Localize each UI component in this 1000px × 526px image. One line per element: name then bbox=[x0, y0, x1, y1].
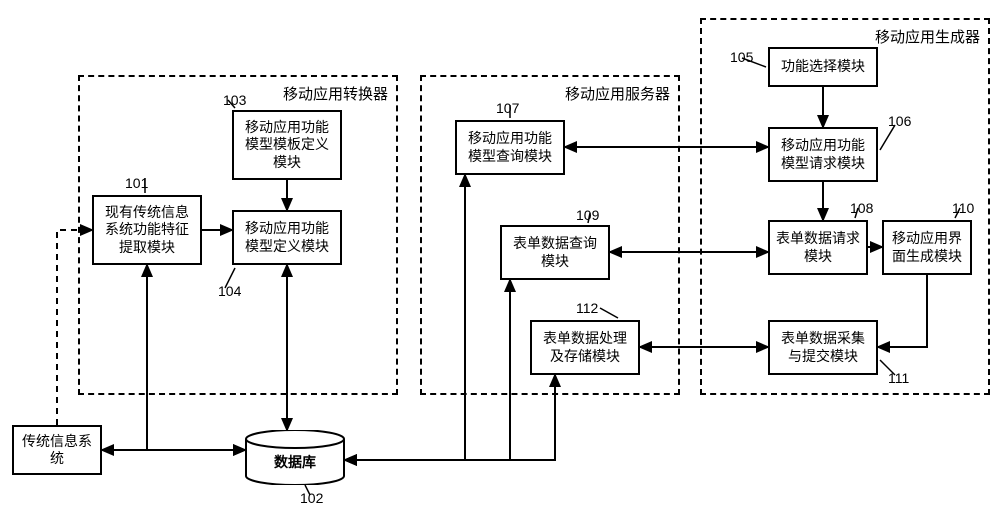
node-label-n106: 移动应用功能模型请求模块 bbox=[781, 137, 865, 172]
node-n108: 表单数据请求模块 bbox=[768, 220, 868, 275]
node-number-n101: 101 bbox=[125, 175, 148, 191]
node-label-legacy: 传统信息系统 bbox=[22, 433, 92, 468]
group-label-converter: 移动应用转换器 bbox=[283, 83, 388, 104]
node-label-n108: 表单数据请求模块 bbox=[776, 230, 860, 265]
node-n109: 表单数据查询模块 bbox=[500, 225, 610, 280]
node-number-n103: 103 bbox=[223, 92, 246, 108]
node-n106: 移动应用功能模型请求模块 bbox=[768, 127, 878, 182]
node-n103: 移动应用功能模型模板定义模块 bbox=[232, 110, 342, 180]
node-label-n101: 现有传统信息系统功能特征提取模块 bbox=[105, 204, 189, 257]
group-label-server: 移动应用服务器 bbox=[565, 83, 670, 104]
node-number-n104: 104 bbox=[218, 283, 241, 299]
node-number-n106: 106 bbox=[888, 113, 911, 129]
node-label-n112: 表单数据处理及存储模块 bbox=[543, 330, 627, 365]
group-label-generator: 移动应用生成器 bbox=[875, 26, 980, 47]
node-number-n108: 108 bbox=[850, 200, 873, 216]
node-label-n107: 移动应用功能模型查询模块 bbox=[468, 130, 552, 165]
node-legacy: 传统信息系统 bbox=[12, 425, 102, 475]
node-label-n110: 移动应用界面生成模块 bbox=[892, 230, 962, 265]
node-label-n109: 表单数据查询模块 bbox=[513, 235, 597, 270]
node-n110: 移动应用界面生成模块 bbox=[882, 220, 972, 275]
node-n105: 功能选择模块 bbox=[768, 47, 878, 87]
node-number-n109: 109 bbox=[576, 207, 599, 223]
node-number-n105: 105 bbox=[730, 49, 753, 65]
node-label-n111: 表单数据采集与提交模块 bbox=[781, 330, 865, 365]
node-number-n111: 111 bbox=[888, 370, 909, 386]
node-n101: 现有传统信息系统功能特征提取模块 bbox=[92, 195, 202, 265]
node-number-n102: 102 bbox=[300, 490, 323, 506]
node-label-n104: 移动应用功能模型定义模块 bbox=[245, 220, 329, 255]
node-n104: 移动应用功能模型定义模块 bbox=[232, 210, 342, 265]
node-number-n112: 112 bbox=[576, 300, 598, 316]
node-n107: 移动应用功能模型查询模块 bbox=[455, 120, 565, 175]
node-n112: 表单数据处理及存储模块 bbox=[530, 320, 640, 375]
database-node: 数据库 bbox=[245, 430, 345, 485]
node-label-n105: 功能选择模块 bbox=[781, 58, 865, 76]
database-label: 数据库 bbox=[245, 452, 345, 472]
node-number-n107: 107 bbox=[496, 100, 519, 116]
node-number-n110: 110 bbox=[952, 200, 974, 216]
node-n111: 表单数据采集与提交模块 bbox=[768, 320, 878, 375]
node-label-n103: 移动应用功能模型模板定义模块 bbox=[245, 119, 329, 172]
